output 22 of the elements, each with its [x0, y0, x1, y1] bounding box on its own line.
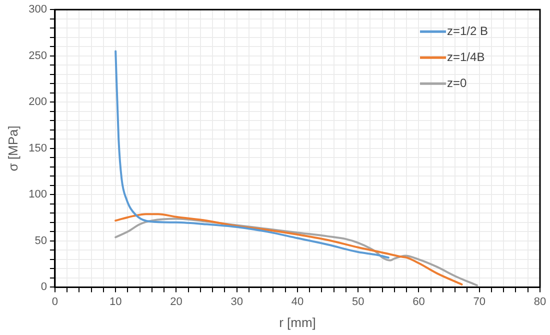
x-tick-label: 30 [230, 296, 243, 308]
y-tick-label: 300 [28, 4, 47, 16]
x-tick-label: 40 [291, 296, 304, 308]
legend-label: z=0 [447, 76, 468, 90]
x-axis-title: r [mm] [279, 314, 316, 330]
line-series [114, 50, 390, 259]
y-tick-label: 100 [28, 188, 47, 201]
legend-label: z=1/2 B [447, 24, 488, 38]
y-tick-label: 250 [28, 50, 47, 62]
x-tick-label: 10 [109, 296, 122, 308]
y-tick-label: 150 [28, 142, 47, 154]
x-tick-label: 0 [52, 296, 58, 308]
y-axis-title: σ [MPa] [5, 126, 20, 172]
x-tick-label: 80 [534, 296, 546, 308]
y-tick-label: 0 [40, 281, 47, 294]
y-tick-label: 200 [28, 96, 47, 108]
legend-label: z=1/4B [447, 50, 485, 64]
x-tick-label: 70 [473, 296, 486, 308]
y-tick-label: 50 [34, 234, 47, 247]
x-tick-label: 20 [170, 296, 182, 308]
x-tick-label: 60 [412, 296, 425, 308]
x-tick-label: 50 [352, 296, 364, 308]
